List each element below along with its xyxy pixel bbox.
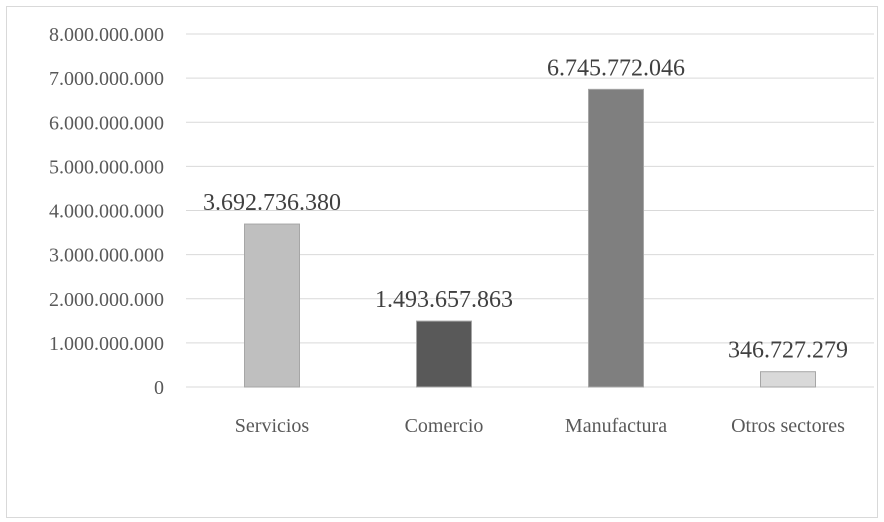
y-tick-label: 8.000.000.000 [49, 24, 164, 46]
y-tick-label: 5.000.000.000 [49, 156, 164, 178]
y-tick-label: 2.000.000.000 [49, 289, 164, 311]
y-tick-label: 1.000.000.000 [49, 333, 164, 355]
data-label: 6.745.772.046 [547, 55, 685, 81]
category-label: Otros sectores [731, 415, 845, 437]
category-labels: Servicios Comercio Manufactura Otros sector… [235, 415, 845, 437]
y-tick-label: 3.000.000.000 [49, 245, 164, 267]
bars [244, 88, 816, 388]
data-label: 1.493.657.863 [375, 287, 513, 313]
gridlines [186, 33, 874, 388]
chart-frame [6, 6, 878, 518]
bar-comercio [416, 320, 472, 388]
bar-servicios [244, 223, 300, 388]
category-label: Manufactura [565, 415, 667, 437]
y-tick-label: 7.000.000.000 [49, 68, 164, 90]
data-label: 346.727.279 [728, 338, 848, 364]
data-label: 3.692.736.380 [203, 190, 341, 216]
category-label: Comercio [405, 415, 484, 437]
y-tick-label: 6.000.000.000 [49, 112, 164, 134]
data-labels: 3.692.736.380 1.493.657.863 6.745.772.046 3… [203, 55, 848, 363]
category-label: Servicios [235, 415, 310, 437]
bar-manufactura [588, 88, 644, 388]
y-tick-label: 4.000.000.000 [49, 201, 164, 223]
y-axis-tick-labels: 0 1.000.000.000 2.000.000.000 3.000.000.000… [49, 24, 164, 399]
y-tick-label: 0 [154, 377, 164, 399]
bar-otros-sectores [760, 371, 816, 388]
